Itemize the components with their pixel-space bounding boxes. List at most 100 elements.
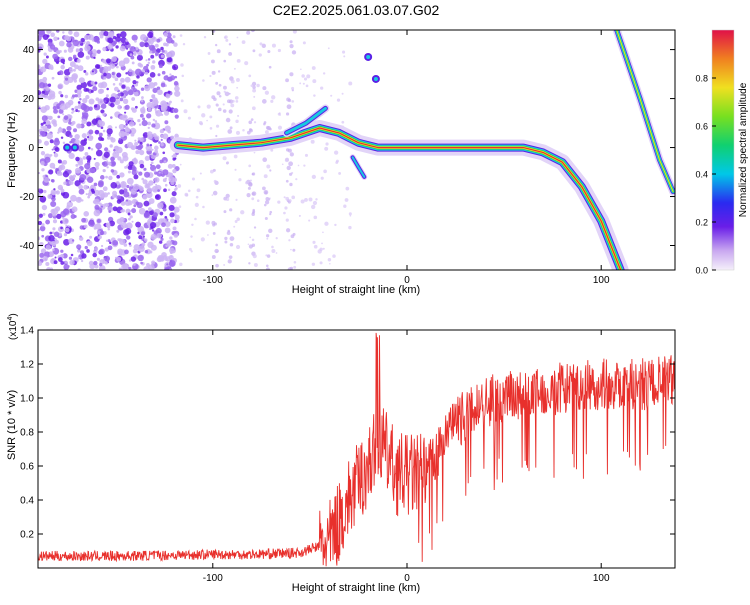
faint-speck xyxy=(226,161,230,165)
noise-speck xyxy=(100,244,104,248)
noise-speck xyxy=(93,260,98,266)
noise-speck xyxy=(42,34,49,40)
noise-speck xyxy=(43,121,46,124)
noise-speck xyxy=(146,102,154,109)
faint-speck xyxy=(322,231,324,234)
noise-speck xyxy=(170,40,175,44)
noise-speck xyxy=(121,151,128,158)
faint-speck xyxy=(302,41,306,45)
noise-speck xyxy=(156,232,162,239)
noise-speck xyxy=(46,30,52,34)
noise-speck xyxy=(126,177,134,185)
noise-speck xyxy=(89,235,93,239)
snr-frame xyxy=(37,329,676,569)
noise-speck xyxy=(128,266,132,270)
faint-speck xyxy=(343,55,346,58)
noise-speck xyxy=(163,42,167,47)
faint-speck xyxy=(278,112,281,115)
noise-speck xyxy=(90,89,94,93)
noise-speck xyxy=(119,159,124,164)
streak-speck xyxy=(289,182,293,187)
chart-title: C2E2.2025.061.03.07.G02 xyxy=(273,2,440,18)
noise-speck xyxy=(110,116,113,119)
streak-speck xyxy=(265,264,269,268)
noise-speck xyxy=(127,200,133,206)
noise-speck xyxy=(78,188,85,195)
noise-speck xyxy=(171,191,177,197)
noise-speck xyxy=(41,115,48,122)
noise-speck xyxy=(155,164,161,170)
noise-speck xyxy=(86,136,90,139)
noise-speck xyxy=(59,126,62,130)
noise-speck xyxy=(71,94,76,98)
noise-speck xyxy=(71,206,78,213)
noise-speck xyxy=(110,169,115,173)
noise-speck xyxy=(75,163,79,167)
noise-speck xyxy=(43,128,47,132)
noise-speck xyxy=(62,113,65,116)
faint-speck xyxy=(348,212,352,216)
noise-speck xyxy=(144,249,149,254)
noise-speck xyxy=(83,224,88,229)
noise-speck xyxy=(94,161,100,168)
faint-speck xyxy=(321,242,323,245)
noise-speck xyxy=(107,44,114,50)
noise-speck xyxy=(84,45,91,52)
faint-speck xyxy=(310,139,315,144)
streak-speck xyxy=(289,44,294,49)
noise-speck xyxy=(98,262,103,267)
streak-speck xyxy=(251,172,256,176)
noise-speck xyxy=(155,110,159,114)
faint-speck xyxy=(336,98,341,102)
faint-speck xyxy=(256,199,260,202)
noise-speck xyxy=(62,141,66,145)
streak-speck xyxy=(218,94,222,98)
faint-speck xyxy=(209,127,213,130)
noise-speck xyxy=(173,42,178,47)
noise-speck xyxy=(133,263,136,266)
noise-speck xyxy=(154,51,159,56)
noise-speck xyxy=(79,98,82,101)
noise-speck xyxy=(83,70,87,73)
streak-speck xyxy=(285,112,290,116)
noise-speck xyxy=(158,171,161,174)
noise-speck xyxy=(40,122,44,126)
noise-speck xyxy=(77,101,81,104)
noise-speck xyxy=(169,172,174,177)
noise-speck xyxy=(54,256,57,259)
noise-speck xyxy=(54,147,60,152)
noise-speck xyxy=(161,222,166,228)
faint-speck xyxy=(313,94,316,97)
streak-speck xyxy=(269,213,272,216)
noise-speck xyxy=(98,31,103,36)
faint-speck xyxy=(238,178,242,182)
noise-speck xyxy=(167,163,173,169)
noise-speck xyxy=(109,144,113,148)
noise-speck xyxy=(45,219,51,225)
noise-speck xyxy=(52,53,58,60)
noise-speck xyxy=(49,267,53,270)
noise-speck xyxy=(51,148,54,151)
noise-speck xyxy=(79,47,83,52)
noise-speck xyxy=(175,187,178,190)
noise-speck xyxy=(38,188,41,191)
noise-speck xyxy=(70,253,74,257)
faint-speck xyxy=(264,90,270,95)
noise-speck xyxy=(56,106,60,110)
noise-speck xyxy=(45,86,50,91)
colorbar-frame xyxy=(711,29,735,271)
faint-speck xyxy=(300,68,302,71)
noise-speck xyxy=(166,56,172,63)
colorbar-tick-label: 0.0 xyxy=(695,266,708,276)
noise-speck xyxy=(103,223,106,227)
noise-speck xyxy=(102,169,106,172)
faint-speck xyxy=(198,120,203,125)
noise-speck xyxy=(173,206,180,213)
faint-speck xyxy=(222,103,225,106)
y-tick-label: 0.8 xyxy=(20,428,34,439)
faint-speck xyxy=(200,237,205,242)
faint-speck xyxy=(244,61,249,66)
faint-speck xyxy=(235,198,238,201)
noise-speck xyxy=(110,181,118,189)
noise-speck xyxy=(38,172,41,175)
